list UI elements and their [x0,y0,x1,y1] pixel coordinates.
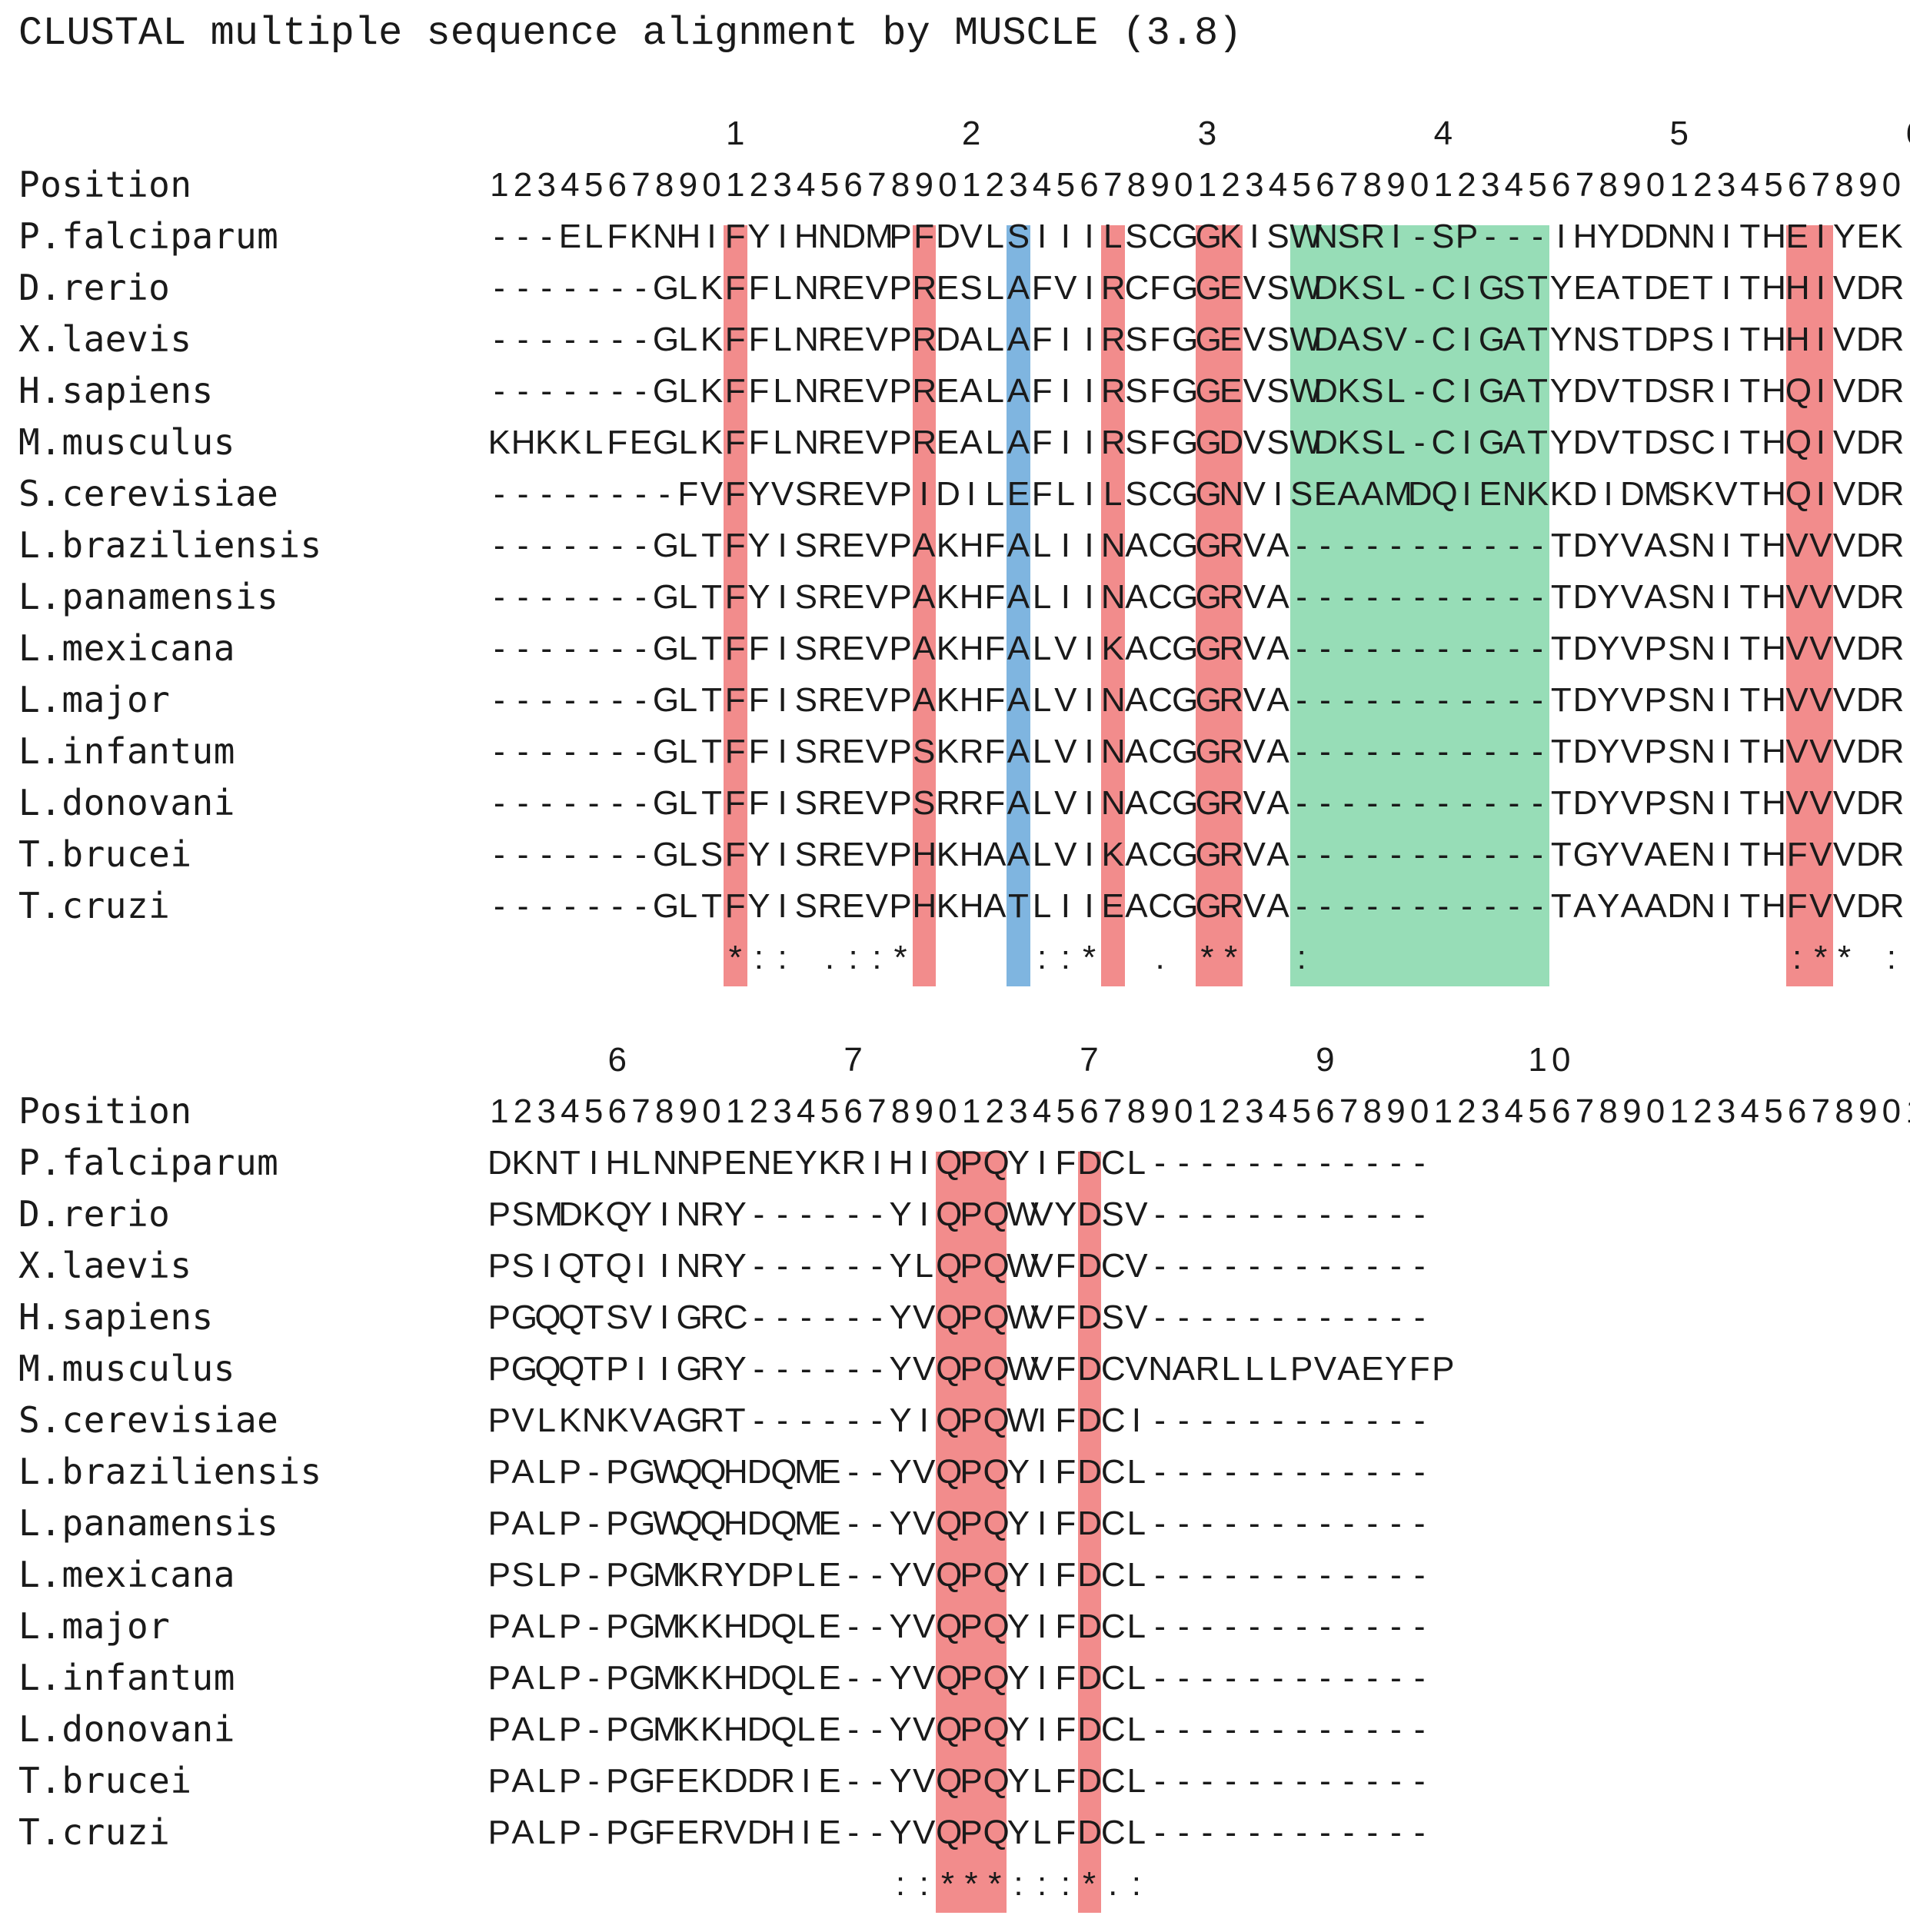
sequence-row: - - - - - - - - FVFYVSREVP I D I LEF L I LSCGGNV I SEAAMD… [494,475,1905,513]
sequence-row: - - - - - - - GL TFF I SREVPSKRFALV I NACGGRVA - - - - - -… [494,733,1905,770]
species-name: D.rerio [18,267,171,308]
sequence-row: PALP - PGFERVDH I E - - YVQPQYL FDCL - - - - - - - - - - - - [487,1814,1426,1851]
sequence-row: - - - - - - - GLKFF LNREVPRESLAFV I RCFGGEVSWDKSL -… [494,269,1905,307]
sequence-row: PSLP - PGMKRYDPLE - - YVQPQY I FDCL - - - - - - - - - - - - [487,1556,1426,1594]
position-label: Position [18,164,192,205]
conserved-column-highlight [1077,1152,1102,1913]
species-name: P.falciparum [18,215,279,257]
sequence-row: - - - EL FKNH I FY I HNDMPFDVLS I I I LSCGGK I SWNSR I -… [494,218,1903,255]
sequence-row: KHKKL FEGLKFF LNREVPREALAF I I RSFGGDVSWDKSL -… [487,424,1905,461]
sequence-row: PALP - PGMKKHDQLE - - YVQPQY I FDCL - - - - - - - - - - - - [487,1711,1426,1748]
sequence-row: PALP - PGMKKHDQLE - - YVQPQY I FDCL - - - - - - - - - - - - [487,1659,1426,1697]
sequence-row: - - - - - - - GL TFF I SREVPAKHFALV I KACGGRVA - - - - - -… [494,630,1905,667]
consensus-line: :: * * *::: *.: [895,1865,1142,1903]
species-name: H.sapiens [18,1296,214,1338]
sequence-row: - - - - - - - GL TFY I SREVPAKHFAL I I NACGGRVA - - - - - -… [494,578,1905,616]
species-name: L.major [18,1605,171,1647]
species-name: X.laevis [18,318,192,360]
conserved-column-highlight [1101,225,1125,986]
species-name: L.braziliensis [18,1451,322,1492]
species-name: L.mexicana [18,627,235,669]
species-name: L.infantum [18,1657,235,1698]
alignment-block-1: 1 2 3 4 5 6 Position 123456789012345678901… [0,108,1910,986]
sequence-row: - - - - - - - GLKFF LNREVPREALAF I I RSFGGEVSWDKSL -… [494,372,1905,410]
conserved-column-highlight [912,225,937,986]
conserved-column-highlight [936,1152,1007,1913]
sequence-row: - - - - - - - GLKFF LNREVPRDALAF I I RSFGGEVSWDASV -… [494,321,1905,358]
position-label: Position [18,1090,192,1132]
sequence-row: PGQQTP I I GRY - - - - - - YVQPQWVFDCVNARL L LPVAEYF… [487,1350,1455,1388]
sequence-row: PALP - PGWQQHDQME - - YVQPQY I FDCL - - - - - - - - - - - - [487,1505,1426,1542]
species-name: S.cerevisiae [18,1399,279,1441]
sequence-row: - - - - - - - GL TFY I SREVPAKHFAL I I NACGGRVA - - - - - -… [494,527,1905,564]
sequence-row: - - - - - - - GL TFF I SREVPSRRFALV I NACGGRVA - - - - - -… [494,784,1905,822]
conserved-column-highlight [724,225,747,986]
species-name: M.musculus [18,421,235,463]
species-name: T.brucei [18,833,192,875]
species-name: L.panamensis [18,576,279,617]
sequence-row: PALP - PGWQQHDQME - - YVQPQY I FDCL - - - - - - - - - - - - [487,1453,1426,1491]
sequence-row: - - - - - - - GL TFF I SREVPAKHFALV I NACGGRVA - - - - - -… [494,681,1905,719]
alignment-block-2: 6 7 7 9 1 0 Position 1 2 3 4 5 6 7 8 9 0 1 2 3 4 5 6 7 8 9 0 1 2… [0,1034,1910,1913]
variable-region-highlight [1289,225,1550,986]
sequence-row: PALP - PGMKKHDQLE - - YVQPQY I FDCL - - - - - - - - - - - - [487,1608,1426,1645]
sequence-row: PALP - PGFEKDDR I E - - YVQPQYL FDCL - - - - - - - - - - - - [487,1762,1426,1800]
sequence-row: PS I QTQ I I NRY - - - - - - YLQPQWVFDCV - - - - - - - - - - - - [487,1247,1426,1285]
species-name: M.musculus [18,1348,235,1389]
sequence-row: - - - - - - - GLSFY I SREVPHKHAALV I KACGGRVA - - - - - -… [494,836,1905,873]
conserved-column-highlight [1785,225,1833,986]
sequence-row: - - - - - - - GL TFY I SREVPHKHAT L I I EACGGRVA - - - - - -… [494,887,1905,925]
sequence-row: DKNT I HLNNPENEYKR I H I QPQY I FDCL - - - - - - - - - - - - [487,1144,1426,1182]
species-name: D.rerio [18,1193,171,1235]
tens-ruler: 1 2 3 4 5 6 [725,115,1910,152]
sequence-row: PVLKNKVAGRT - - - - - - Y I QPQWI FDC I - - - - - - - - - - - - [487,1402,1426,1439]
species-name: S.cerevisiae [18,473,279,514]
species-name: T.cruzi [18,885,171,926]
sequence-row: PGQQTSV I GRC - - - - - - YVQPQWVFDSV - - - - - - - - - - - - [487,1299,1426,1336]
species-name: T.brucei [18,1760,192,1801]
sequence-row: PSMDKQY I NRY - - - - - - Y I QPQWVYDSV - - - - - - - - - - - - [487,1195,1426,1233]
species-name: L.donovani [18,1708,235,1750]
alignment-title: CLUSTAL multiple sequence alignment by M… [18,11,1243,56]
species-name: X.laevis [18,1245,192,1286]
species-name: L.donovani [18,782,235,823]
species-name: L.braziliensis [18,524,322,566]
consensus-line: *:: .::* ::* . ** : :** : :. [728,939,1897,976]
species-name: L.mexicana [18,1554,235,1595]
semi-conserved-column-highlight [1007,225,1031,986]
species-name: H.sapiens [18,370,214,411]
species-name: L.infantum [18,730,235,772]
conserved-column-highlight [1196,225,1243,986]
species-name: L.major [18,679,171,720]
species-name: P.falciparum [18,1142,279,1183]
species-name: T.cruzi [18,1811,171,1853]
species-name: L.panamensis [18,1502,279,1544]
